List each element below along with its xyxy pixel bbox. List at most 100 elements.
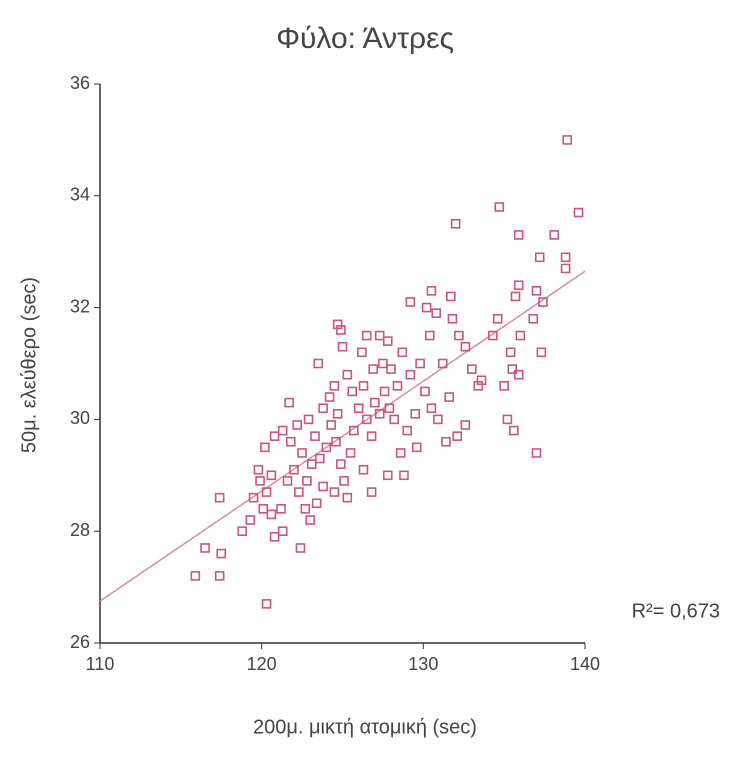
point	[276, 504, 286, 514]
point	[277, 425, 288, 436]
x-tick-label: 130	[408, 654, 438, 674]
point	[353, 403, 364, 414]
point	[302, 476, 312, 486]
point	[342, 492, 353, 503]
point	[289, 464, 299, 475]
point	[297, 448, 307, 458]
point	[397, 347, 408, 358]
point	[255, 476, 265, 486]
point	[379, 386, 390, 397]
point	[361, 330, 372, 341]
point	[331, 436, 341, 447]
point	[282, 476, 293, 486]
point	[378, 358, 388, 369]
point	[412, 442, 422, 453]
point	[303, 414, 314, 425]
point	[450, 218, 461, 229]
point	[426, 403, 437, 414]
x-tick-label: 110	[86, 654, 115, 674]
point	[313, 358, 324, 369]
point	[216, 548, 227, 559]
y-tick-label: 36	[70, 73, 90, 93]
point	[446, 291, 456, 302]
point	[431, 308, 442, 318]
point	[382, 336, 393, 346]
point	[342, 369, 353, 380]
point	[248, 492, 259, 503]
point	[285, 436, 296, 447]
point	[560, 252, 571, 263]
point	[311, 498, 322, 509]
point	[515, 330, 526, 341]
point	[382, 470, 393, 481]
point	[386, 364, 396, 374]
point	[426, 286, 437, 296]
point	[437, 358, 448, 369]
point	[329, 381, 340, 391]
point	[402, 425, 412, 436]
point	[433, 414, 443, 425]
point	[339, 476, 349, 486]
point	[573, 207, 584, 218]
point	[200, 543, 210, 553]
x-axis-label: 200μ. μικτή ατομική (sec)	[253, 716, 477, 738]
point	[358, 464, 369, 475]
point	[499, 381, 509, 391]
y-tick-label: 26	[70, 632, 90, 652]
point	[410, 409, 421, 419]
point	[424, 330, 435, 341]
y-tick-label: 32	[70, 296, 90, 316]
point	[295, 543, 306, 553]
point	[507, 364, 518, 374]
point	[260, 442, 270, 453]
y-axis-label: 50μ. ελεύθερο (sec)	[18, 277, 40, 453]
point	[305, 515, 315, 525]
point	[513, 369, 524, 380]
point	[560, 263, 571, 274]
point	[306, 459, 317, 469]
point	[420, 386, 430, 397]
point	[415, 358, 425, 369]
point	[300, 504, 311, 514]
point	[441, 436, 451, 447]
point	[336, 325, 346, 335]
point	[347, 386, 358, 397]
point	[266, 509, 277, 520]
point	[460, 341, 471, 352]
point	[384, 403, 395, 414]
point	[513, 280, 524, 291]
y-tick-label: 34	[70, 185, 90, 205]
point	[405, 297, 416, 307]
point	[366, 431, 377, 441]
x-tick-label: 140	[570, 654, 600, 674]
point	[324, 392, 335, 402]
point	[349, 425, 359, 436]
point	[253, 464, 264, 475]
point	[361, 414, 372, 425]
point	[315, 453, 325, 464]
point	[269, 431, 280, 441]
point	[460, 420, 471, 430]
point	[562, 135, 573, 145]
point	[284, 397, 294, 408]
x-tick-label: 120	[247, 654, 277, 674]
point	[345, 448, 356, 458]
point	[509, 425, 519, 436]
point	[245, 515, 256, 525]
point	[358, 381, 369, 391]
point	[370, 397, 380, 408]
point	[337, 341, 348, 352]
point	[502, 414, 513, 425]
point	[329, 487, 340, 497]
point	[310, 431, 320, 441]
point	[534, 252, 545, 263]
point	[405, 369, 416, 380]
point	[261, 599, 272, 609]
point	[214, 492, 225, 503]
point	[266, 470, 277, 481]
point	[513, 230, 524, 240]
point	[536, 347, 547, 358]
point	[357, 347, 367, 358]
point	[395, 448, 406, 458]
